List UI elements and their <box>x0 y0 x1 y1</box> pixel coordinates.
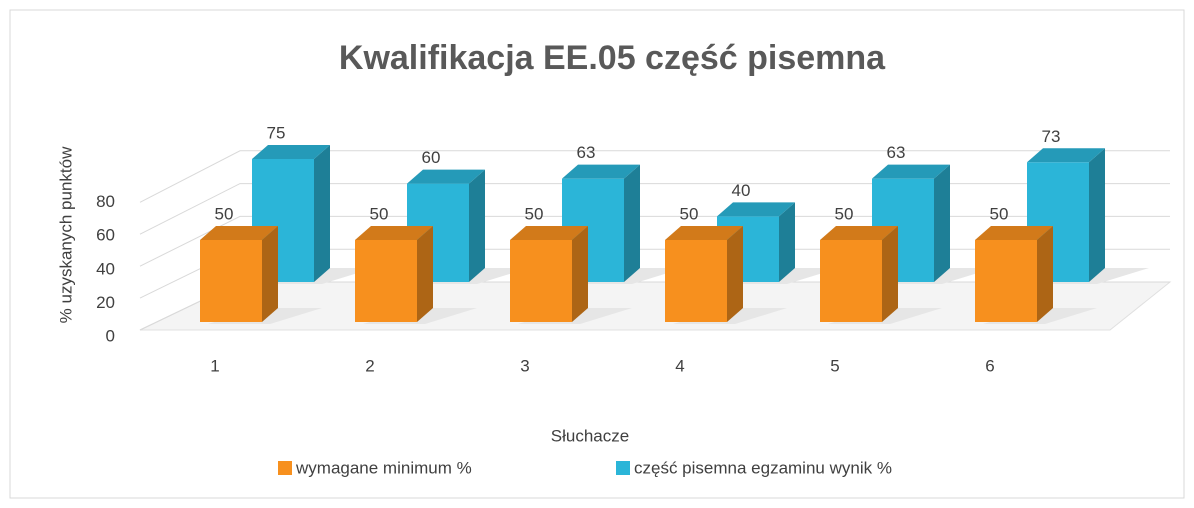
legend-swatch <box>278 461 292 475</box>
bar <box>200 240 262 322</box>
legend-swatch <box>616 461 630 475</box>
y-axis-label: % uzyskanych punktów <box>56 146 75 323</box>
legend-label: część pisemna egzaminu wynik % <box>634 458 892 477</box>
bar-side <box>417 226 433 322</box>
x-axis-label: Słuchacze <box>551 426 629 445</box>
y-tick-label: 80 <box>96 192 115 211</box>
bar-top <box>975 226 1053 240</box>
data-label: 50 <box>990 204 1009 223</box>
grid-line <box>139 183 1170 235</box>
bar <box>665 240 727 322</box>
bar-side <box>469 169 485 282</box>
y-tick-label: 60 <box>96 226 115 245</box>
bar-top <box>562 164 640 179</box>
data-label: 50 <box>370 204 389 223</box>
bar-top <box>665 226 743 240</box>
bar-top <box>1027 148 1105 163</box>
bar-side <box>1037 226 1053 322</box>
data-label: 60 <box>422 148 441 167</box>
data-label: 50 <box>835 204 854 223</box>
data-label: 50 <box>215 204 234 223</box>
data-label: 50 <box>525 204 544 223</box>
bar-top <box>510 226 588 240</box>
bar-side <box>1089 148 1105 282</box>
data-label: 50 <box>680 204 699 223</box>
grid-line <box>139 150 1170 203</box>
bar <box>510 240 572 322</box>
x-tick-label: 1 <box>210 356 219 375</box>
grid-line <box>139 215 1170 267</box>
bar-top <box>872 164 950 179</box>
bar-side <box>934 164 950 282</box>
bar-side <box>779 202 795 282</box>
y-tick-label: 0 <box>106 326 115 345</box>
x-tick-label: 5 <box>830 356 839 375</box>
data-label: 75 <box>267 123 286 142</box>
data-label: 73 <box>1042 127 1061 146</box>
bar-side <box>572 226 588 322</box>
bar-top <box>717 202 795 217</box>
bar-top <box>200 226 278 240</box>
data-label: 63 <box>577 143 596 162</box>
chart-title: Kwalifikacja EE.05 część pisemna <box>339 39 886 77</box>
bar <box>820 240 882 322</box>
bar-side <box>882 226 898 322</box>
bar-top <box>820 226 898 240</box>
bar-side <box>314 145 330 282</box>
bar <box>975 240 1037 322</box>
bar-top <box>407 169 485 184</box>
x-tick-label: 2 <box>365 356 374 375</box>
bar-side <box>262 226 278 322</box>
y-tick-label: 40 <box>96 259 115 278</box>
bar <box>355 240 417 322</box>
bar-top <box>355 226 433 240</box>
x-tick-label: 4 <box>675 356 684 375</box>
bar-side <box>727 226 743 322</box>
y-tick-label: 20 <box>96 293 115 312</box>
data-label: 63 <box>887 143 906 162</box>
x-tick-label: 6 <box>985 356 994 375</box>
bar-side <box>624 164 640 282</box>
x-tick-label: 3 <box>520 356 529 375</box>
legend-label: wymagane minimum % <box>295 458 472 477</box>
bar-top <box>252 145 330 159</box>
data-label: 40 <box>732 181 751 200</box>
